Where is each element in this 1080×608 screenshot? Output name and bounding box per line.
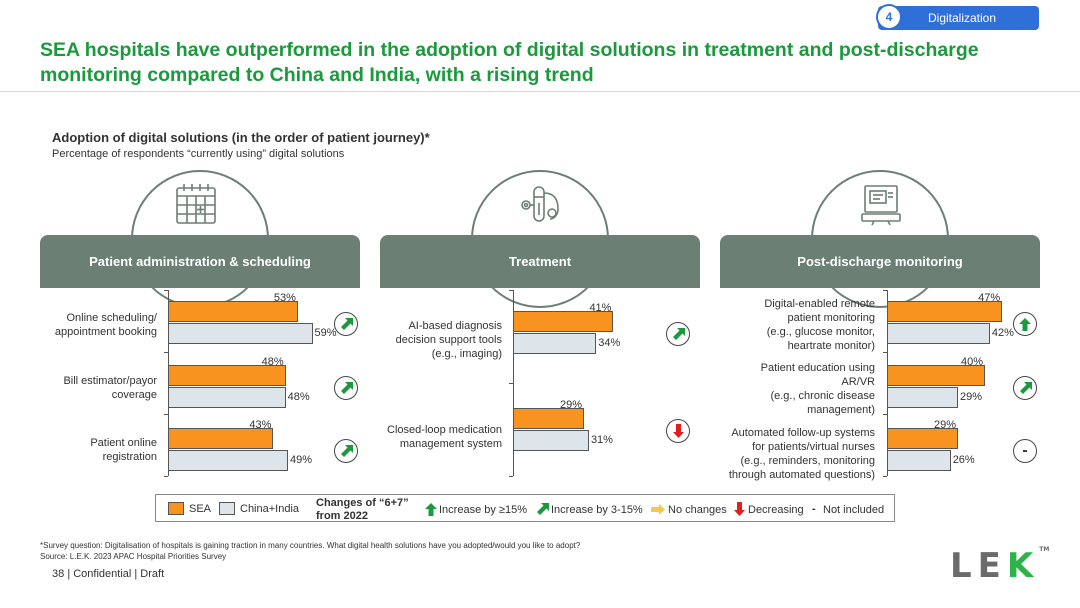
- section-label: Digitalization: [928, 11, 997, 25]
- footnote-question: *Survey question: Digitalisation of hosp…: [40, 541, 581, 550]
- chart-0-tick: [164, 476, 168, 477]
- change-indicator-increase-3-15: [334, 376, 358, 400]
- bar-sea: [887, 365, 985, 386]
- value-label-sea: 41%: [589, 302, 612, 314]
- decrease-icon: [734, 502, 745, 516]
- legend-nochange: No changes: [668, 504, 727, 516]
- category-label: Patient education using AR/VR (e.g., chron…: [760, 362, 875, 416]
- category-label: Automated follow-up systems for patients/…: [728, 427, 875, 481]
- medical-devices-icon: [521, 186, 559, 222]
- legend-swatch-sea: [168, 502, 184, 515]
- chart-0-tick: [164, 290, 168, 291]
- page-number: 38: [52, 568, 65, 580]
- value-label-sea: 48%: [261, 356, 284, 368]
- chart-2-tick: [883, 414, 887, 415]
- footer-text: | Confidential | Draft: [67, 568, 165, 580]
- value-label-china-india: 49%: [290, 454, 313, 466]
- value-label-sea: 29%: [934, 419, 957, 431]
- bar-sea: [513, 311, 614, 332]
- category-label: Bill estimator/payor coverage: [63, 375, 157, 401]
- value-label-china-india: 29%: [960, 391, 983, 403]
- category-label: Closed-loop medication management system: [387, 424, 502, 450]
- change-indicator-increase-3-15: [334, 312, 358, 336]
- legend-swatch-china-india: [219, 502, 235, 515]
- category-label: AI-based diagnosis decision support tools…: [395, 320, 502, 360]
- panel-header-post: Post-discharge monitoring: [720, 235, 1040, 288]
- value-label-china-india: 42%: [991, 327, 1014, 339]
- chart-2-tick: [883, 290, 887, 291]
- change-indicator-decreasing: [666, 419, 690, 443]
- chart-1-tick: [509, 476, 513, 477]
- chart-1-axis: [513, 290, 514, 476]
- category-label: Online scheduling/appointment booking: [54, 312, 157, 338]
- bar-china-india: [168, 450, 289, 471]
- bar-china-india: [887, 450, 951, 471]
- value-label-china-india: 59%: [314, 327, 337, 339]
- chart-title: Adoption of digital solutions (in the or…: [52, 130, 430, 145]
- value-label-sea: 53%: [273, 292, 296, 304]
- legend-not-included: Not included: [823, 504, 885, 516]
- bar-china-india: [513, 430, 589, 451]
- bar-china-india: [887, 387, 959, 408]
- page-title: SEA hospitals have outperformed in the a…: [40, 39, 979, 86]
- monitor-icon: [861, 185, 901, 226]
- legend-dash: -: [812, 503, 816, 515]
- category-label: Patient online registration: [90, 437, 157, 463]
- legend: [155, 494, 895, 522]
- value-label-sea: 43%: [249, 419, 272, 431]
- section-number: 4: [876, 4, 902, 30]
- value-label-sea: 40%: [961, 356, 984, 368]
- change-indicator: -: [1013, 439, 1037, 463]
- legend-changes-label: Changes of “6+7” from 2022: [316, 497, 409, 522]
- bar-china-india: [168, 323, 313, 344]
- change-indicator-increase-3-15: [334, 439, 358, 463]
- panel-header-admin: Patient administration & scheduling: [40, 235, 360, 288]
- footnote: *Survey question: Digitalisation of hosp…: [40, 540, 580, 562]
- change-indicator-increase-15: [1013, 312, 1037, 336]
- chart-2-tick: [883, 476, 887, 477]
- legend-inc15: Increase by ≥15%: [439, 504, 527, 516]
- increase-3-15-icon: [537, 503, 549, 515]
- bar-sea: [887, 428, 959, 449]
- footnote-source: Source: L.E.K. 2023 APAC Hospital Priori…: [40, 552, 227, 561]
- change-indicator-increase-3-15: [666, 322, 690, 346]
- bar-sea: [168, 365, 286, 386]
- no-change-icon: [651, 504, 665, 515]
- legend-label-sea: SEA: [189, 503, 212, 515]
- category-label: Digital-enabled remote patient monitoring…: [764, 298, 875, 352]
- chart-subtitle: Percentage of respondents “currently usi…: [52, 148, 345, 160]
- legend-label-china-india: China+India: [240, 503, 300, 515]
- chart-2-tick: [883, 352, 887, 353]
- value-label-sea: 29%: [560, 399, 583, 411]
- chart-1-tick: [509, 290, 513, 291]
- panel-header-treatment: Treatment: [380, 235, 700, 288]
- section-tag: 4 Digitalization: [876, 4, 1039, 30]
- change-indicator-increase-3-15: [1013, 376, 1037, 400]
- bar-sea: [168, 428, 274, 449]
- value-label-sea: 47%: [978, 292, 1001, 304]
- chart-1-tick: [509, 383, 513, 384]
- bar-sea: [168, 301, 298, 322]
- calendar-icon: [176, 184, 216, 224]
- value-label-china-india: 31%: [590, 434, 613, 446]
- footer: 38 | Confidential | Draft: [52, 568, 164, 580]
- bar-china-india: [168, 387, 286, 408]
- value-label-china-india: 26%: [952, 454, 975, 466]
- increase-15-icon: [425, 503, 437, 516]
- value-label-china-india: 34%: [598, 337, 621, 349]
- lek-logo: LEKTM: [950, 546, 1050, 586]
- bar-china-india: [513, 333, 597, 354]
- legend-inc3: Increase by 3-15%: [551, 504, 643, 516]
- bar-sea: [887, 301, 1003, 322]
- chart-0-tick: [164, 352, 168, 353]
- chart-0-tick: [164, 414, 168, 415]
- bar-china-india: [887, 323, 990, 344]
- bar-sea: [513, 408, 585, 429]
- legend-decreasing: Decreasing: [748, 504, 804, 516]
- title-divider: [0, 91, 1080, 92]
- value-label-china-india: 48%: [287, 391, 310, 403]
